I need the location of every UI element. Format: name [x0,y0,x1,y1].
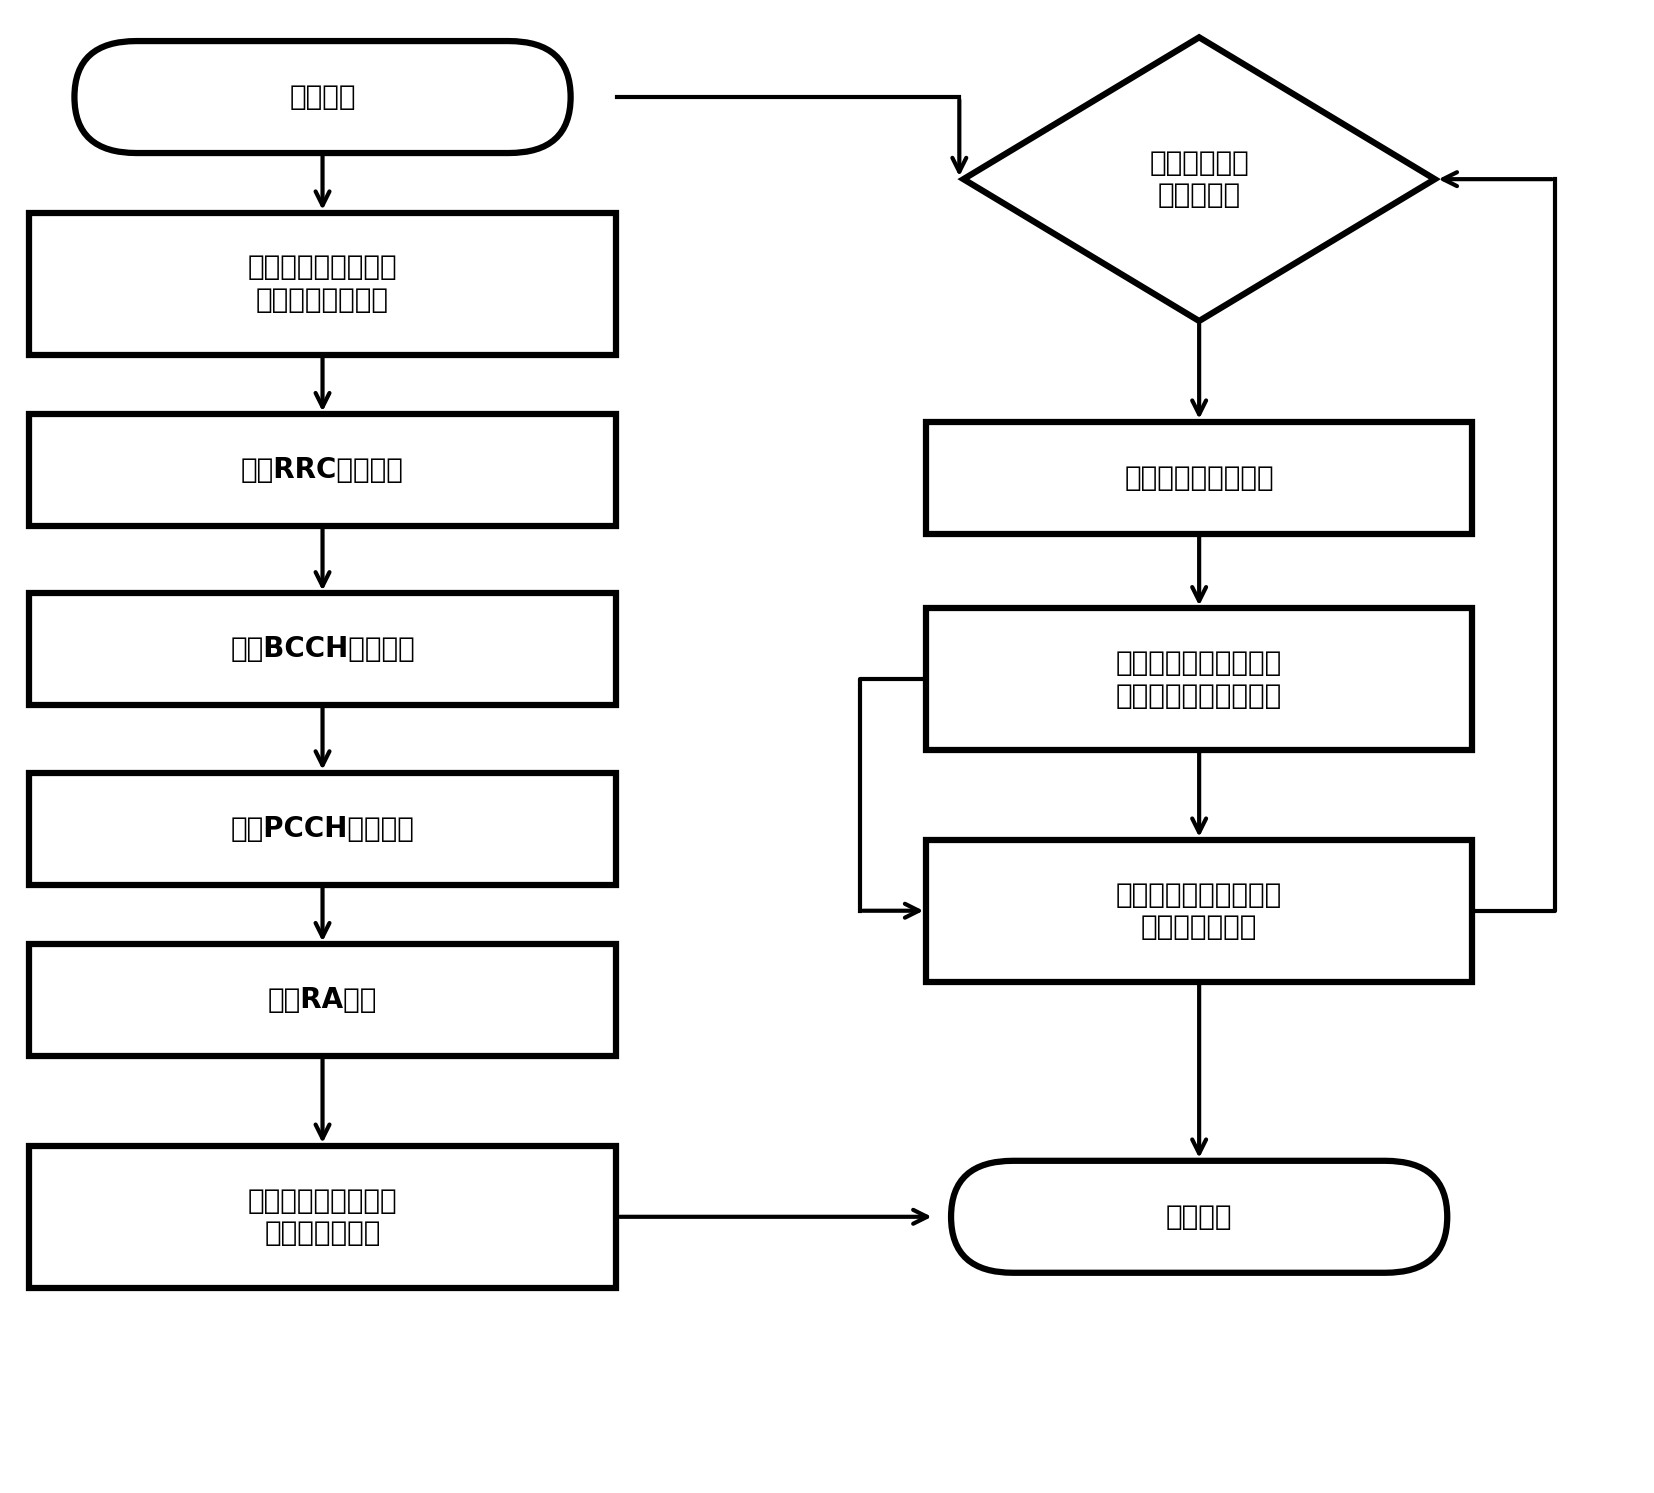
FancyBboxPatch shape [74,40,571,152]
Text: 调度开始: 调度开始 [289,84,356,110]
Text: 调整数据业务优先级: 调整数据业务优先级 [1125,464,1274,491]
Bar [30,594,615,706]
Bar [926,423,1472,534]
Text: 根据统计为各业务数
据分配专用资源: 根据统计为各业务数 据分配专用资源 [248,1187,397,1247]
Text: 调度PCCH控制信息: 调度PCCH控制信息 [230,815,415,842]
Text: 按调整后的优先级顺序
对各数据业务进行调度: 按调整后的优先级顺序 对各数据业务进行调度 [1116,649,1282,709]
Bar [30,212,615,354]
Text: 调度RRC控制信息: 调度RRC控制信息 [241,457,404,484]
Text: 调度结束: 调度结束 [1166,1203,1232,1230]
Text: 调度RA信息: 调度RA信息 [268,987,377,1014]
Bar [30,945,615,1057]
Text: 需要调整数据
业务优先级: 需要调整数据 业务优先级 [1150,149,1249,209]
Bar [926,609,1472,749]
Bar [30,773,615,884]
Bar [926,839,1472,982]
Text: 按照默认优先级对各数
据业务进行调度: 按照默认优先级对各数 据业务进行调度 [1116,881,1282,941]
Text: 统计并分配控制信息
所需要的无限资源: 统计并分配控制信息 所需要的无限资源 [248,254,397,314]
Text: 调度BCCH控制信息: 调度BCCH控制信息 [230,636,415,663]
FancyBboxPatch shape [951,1162,1447,1272]
Bar [30,414,615,526]
Polygon shape [963,37,1434,321]
Bar [30,1147,615,1287]
